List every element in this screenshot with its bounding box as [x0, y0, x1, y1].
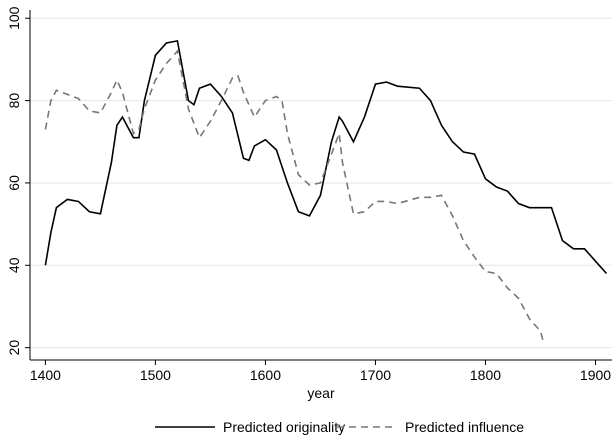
y-tick-label: 60: [6, 175, 22, 191]
y-tick-label: 80: [6, 93, 22, 109]
y-tick-label: 40: [6, 257, 22, 273]
x-tick-label: 1800: [470, 367, 501, 383]
x-tick-label: 1400: [30, 367, 61, 383]
line-series: [44, 39, 608, 275]
y-tick-label: 20: [6, 340, 22, 356]
legend-label: Predicted originality: [223, 419, 345, 435]
x-axis-label: year: [307, 385, 335, 401]
legend-label: Predicted influence: [405, 419, 524, 435]
x-tick-label: 1700: [360, 367, 391, 383]
x-tick-label: 1900: [580, 367, 611, 383]
line-series: [44, 49, 545, 344]
x-tick-label: 1500: [140, 367, 171, 383]
y-tick-label: 100: [6, 6, 22, 30]
x-tick-label: 1600: [250, 367, 281, 383]
